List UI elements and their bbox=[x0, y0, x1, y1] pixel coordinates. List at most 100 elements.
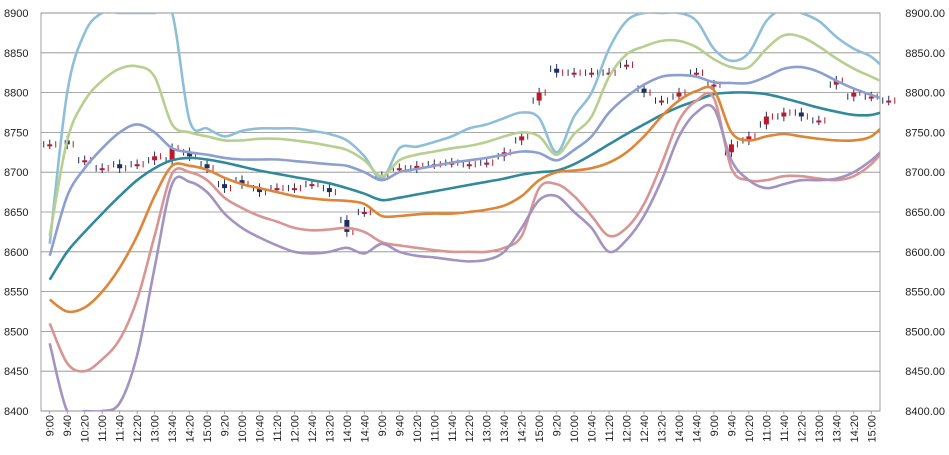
price-bar-body bbox=[624, 64, 630, 67]
price-bar-body bbox=[396, 168, 402, 171]
price-bar-body bbox=[187, 152, 193, 157]
price-bar bbox=[148, 151, 162, 166]
y-tick-label-right: 8400.00 bbox=[905, 406, 945, 418]
price-bar-body bbox=[746, 136, 752, 141]
price-bar-body bbox=[99, 168, 105, 171]
price-bar-body bbox=[152, 156, 158, 161]
price-bar bbox=[777, 107, 791, 122]
price-bar-body bbox=[554, 68, 560, 73]
x-tick-label: 9:20 bbox=[220, 415, 232, 436]
x-tick-label: 11:20 bbox=[604, 415, 616, 442]
x-tick-label: 11:20 bbox=[272, 415, 284, 442]
x-tick-label: 9:00 bbox=[709, 415, 721, 436]
x-tick-label: 12:20 bbox=[464, 415, 476, 443]
x-tick-label: 14:00 bbox=[674, 415, 686, 443]
price-bar-body bbox=[659, 100, 665, 103]
x-tick-label: 15:00 bbox=[534, 415, 546, 443]
series-line-4 bbox=[48, 91, 880, 281]
price-bar bbox=[532, 87, 546, 106]
price-bar-body bbox=[781, 112, 787, 117]
price-bar-body bbox=[886, 100, 892, 103]
price-bar-body bbox=[239, 180, 245, 185]
x-tick-label: 13:00 bbox=[482, 415, 494, 443]
series-line-6 bbox=[48, 91, 880, 373]
x-tick-label: 10:40 bbox=[587, 415, 599, 443]
y-tick-label-left: 8500 bbox=[4, 326, 28, 338]
y-tick-label-right: 8800.00 bbox=[905, 88, 945, 100]
price-bar-body bbox=[606, 72, 612, 75]
price-bar-body bbox=[204, 164, 210, 169]
price-bar-body bbox=[693, 72, 699, 75]
price-bar-body bbox=[833, 80, 839, 85]
series-lines bbox=[48, 13, 880, 411]
y-tick-label-right: 8650.00 bbox=[905, 207, 945, 219]
price-bar bbox=[794, 107, 808, 122]
price-bar-body bbox=[851, 92, 857, 97]
price-bar-body bbox=[326, 188, 332, 193]
x-tick-label: 11:40 bbox=[447, 415, 459, 442]
price-bar bbox=[340, 215, 354, 237]
price-bar-body bbox=[361, 212, 367, 214]
x-tick-label: 9:40 bbox=[62, 415, 74, 436]
x-tick-label: 9:00 bbox=[45, 415, 57, 436]
price-bar-body bbox=[169, 148, 175, 161]
x-tick-label: 13:40 bbox=[499, 415, 511, 443]
x-tick-label: 10:20 bbox=[80, 415, 92, 443]
price-bar-body bbox=[484, 162, 490, 165]
series-line-5 bbox=[48, 85, 880, 314]
x-tick-label: 13:20 bbox=[324, 415, 336, 443]
x-tick-label: 14:20 bbox=[185, 415, 197, 443]
price-bar-body bbox=[676, 92, 682, 97]
y-tick-label-left: 8550 bbox=[4, 287, 28, 299]
price-bar bbox=[130, 159, 144, 170]
price-bar bbox=[550, 63, 564, 78]
price-bar bbox=[218, 179, 232, 193]
x-tick-label: 11:00 bbox=[761, 415, 773, 442]
price-bar-body bbox=[256, 188, 262, 193]
price-bar bbox=[95, 163, 109, 173]
x-tick-label: 14:40 bbox=[691, 415, 703, 443]
x-axis: 9:00 9:40 10:20 11:00 11:40 12:20 13:00 13:40 14… bbox=[45, 411, 878, 443]
price-bar-body bbox=[344, 219, 350, 232]
price-bar bbox=[882, 95, 896, 106]
series-line-3 bbox=[48, 65, 880, 257]
x-tick-label: 12:00 bbox=[622, 415, 634, 443]
x-tick-label: 13:00 bbox=[814, 415, 826, 443]
price-bar-body bbox=[711, 84, 717, 87]
price-bar-body bbox=[291, 188, 297, 191]
y-tick-label-right: 8500.00 bbox=[905, 326, 945, 338]
price-bar-body bbox=[82, 160, 88, 163]
price-bar bbox=[480, 157, 494, 168]
price-bar bbox=[357, 207, 371, 217]
x-tick-label: 13:40 bbox=[831, 415, 843, 443]
price-bar-body bbox=[798, 112, 804, 117]
x-tick-label: 11:00 bbox=[429, 415, 441, 442]
price-bar-body bbox=[134, 164, 140, 167]
price-bar-body bbox=[728, 144, 734, 153]
price-bar-body bbox=[641, 88, 647, 93]
y-tick-label-left: 8650 bbox=[4, 207, 28, 219]
x-tick-label: 9:40 bbox=[726, 415, 738, 436]
x-tick-label: 14:40 bbox=[359, 415, 371, 443]
price-bar-body bbox=[519, 136, 525, 141]
price-bar-body bbox=[763, 116, 769, 125]
price-bar bbox=[864, 91, 878, 102]
y-tick-label-left: 8850 bbox=[4, 48, 28, 60]
x-tick-label: 14:00 bbox=[342, 415, 354, 443]
x-tick-label: 12:40 bbox=[639, 415, 651, 443]
y-tick-label-right: 8750.00 bbox=[905, 127, 945, 139]
y-tick-label-left: 8600 bbox=[4, 247, 28, 259]
x-tick-label: 12:20 bbox=[132, 415, 144, 443]
price-bar-body bbox=[466, 164, 472, 167]
x-tick-label: 13:20 bbox=[657, 415, 669, 443]
x-tick-label: 14:20 bbox=[517, 415, 529, 443]
x-tick-label: 15:00 bbox=[866, 415, 878, 443]
price-bar bbox=[287, 183, 301, 193]
x-tick-label: 10:20 bbox=[412, 415, 424, 443]
x-tick-label: 10:00 bbox=[569, 415, 581, 443]
x-tick-label: 13:40 bbox=[167, 415, 179, 443]
y-tick-label-right: 8700.00 bbox=[905, 167, 945, 179]
price-bar-body bbox=[309, 184, 315, 187]
